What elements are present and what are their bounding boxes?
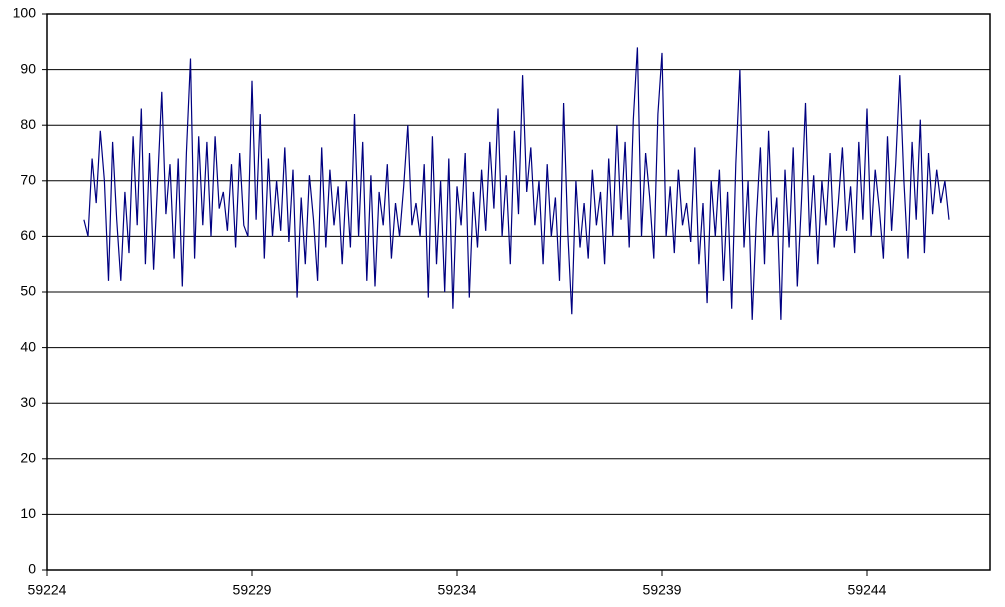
y-tick-label: 60 <box>20 227 36 243</box>
x-tick-label: 59239 <box>643 582 682 598</box>
x-tick-label: 59229 <box>233 582 272 598</box>
y-tick-label: 50 <box>20 283 36 299</box>
y-tick-label: 70 <box>20 172 36 188</box>
x-tick-label: 59244 <box>848 582 887 598</box>
x-tick-label: 59224 <box>28 582 67 598</box>
x-tick-label: 59234 <box>438 582 477 598</box>
y-tick-label: 100 <box>13 5 37 21</box>
y-tick-label: 10 <box>20 505 36 521</box>
y-tick-label: 0 <box>28 561 36 577</box>
y-tick-label: 40 <box>20 338 36 354</box>
y-tick-label: 90 <box>20 60 36 76</box>
y-tick-label: 80 <box>20 116 36 132</box>
data-line <box>83 47 950 320</box>
y-tick-label: 20 <box>20 450 36 466</box>
plot-frame <box>46 13 991 571</box>
y-tick-label: 30 <box>20 394 36 410</box>
